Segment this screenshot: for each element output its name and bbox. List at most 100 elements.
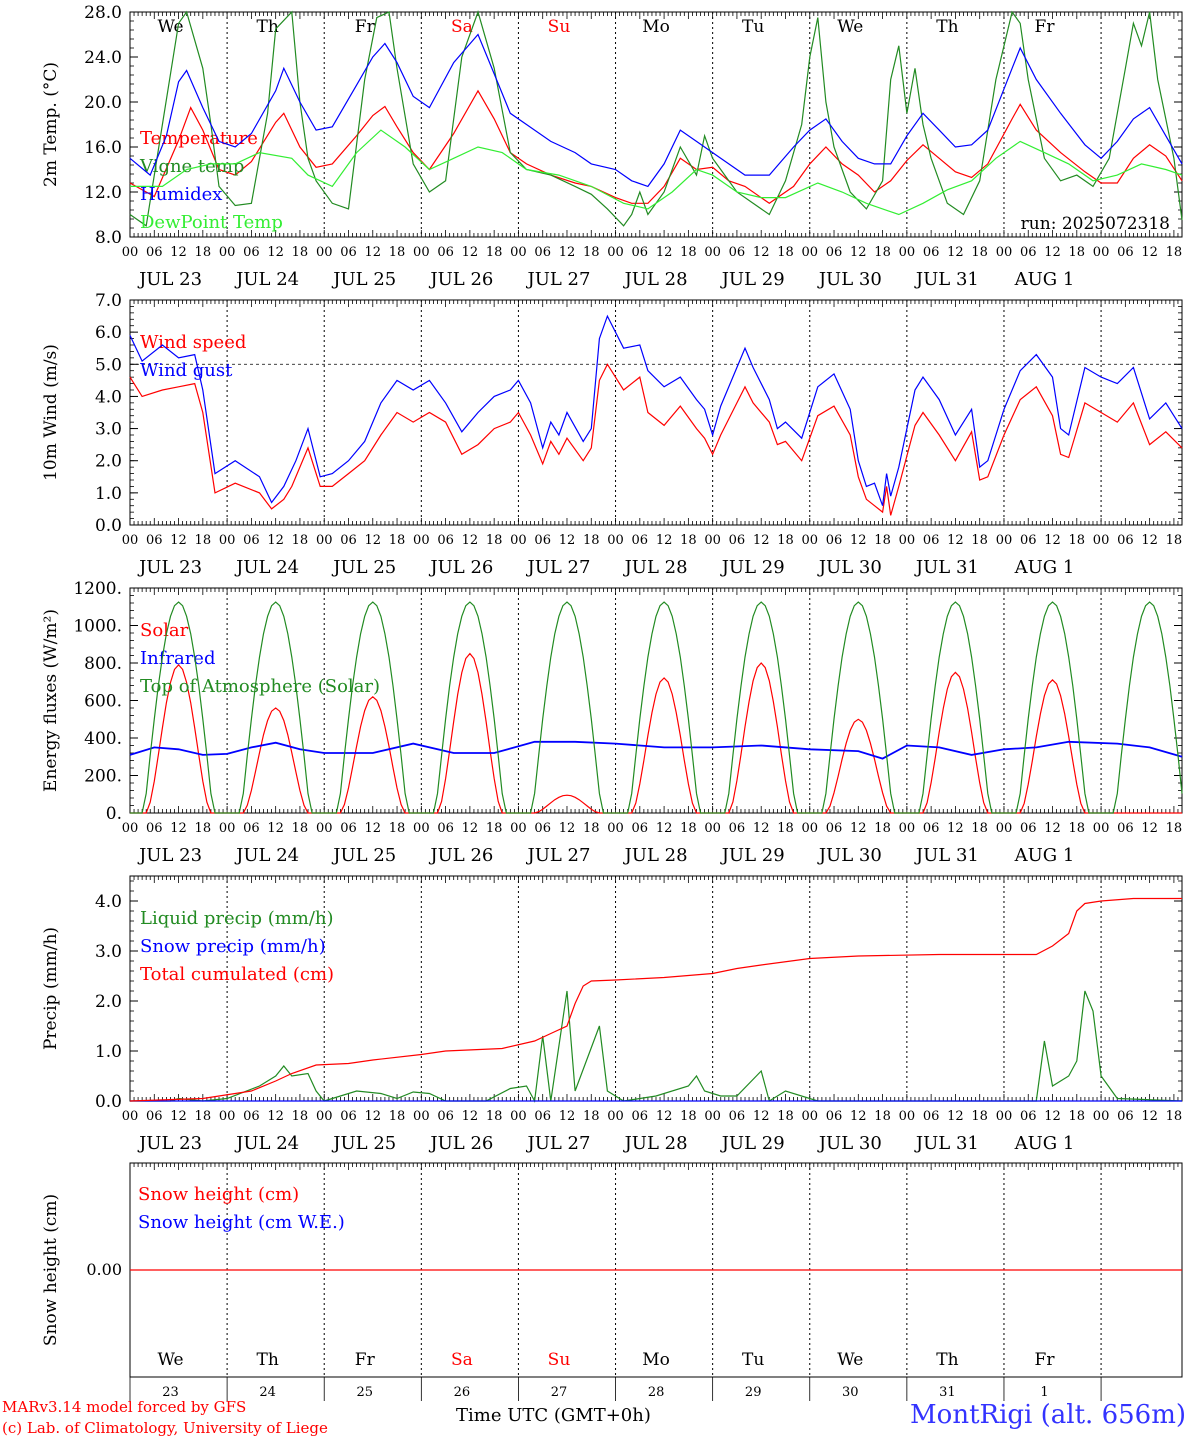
y-tick-label: 0.0 <box>95 1092 122 1112</box>
hour-label: 00 <box>704 821 721 836</box>
hour-label: 18 <box>777 821 794 836</box>
date-label: JUL 28 <box>623 845 688 866</box>
date-label: JUL 25 <box>331 269 396 290</box>
hour-label: 18 <box>1069 533 1086 548</box>
hour-label: 18 <box>195 1109 212 1124</box>
hour-label: 06 <box>729 533 746 548</box>
weekday-label: Mo <box>642 17 670 37</box>
weekday-label: Th <box>936 17 958 37</box>
hour-label: 12 <box>170 1109 187 1124</box>
hour-label: 12 <box>1141 1109 1158 1124</box>
hour-label: 06 <box>1117 245 1134 260</box>
date-label: JUL 24 <box>234 845 299 866</box>
hour-label: 12 <box>1044 533 1061 548</box>
hour-label: 06 <box>632 533 649 548</box>
y-tick-label: 200. <box>84 767 122 787</box>
series-line-temperature <box>129 89 1183 205</box>
hour-label: 18 <box>389 1109 406 1124</box>
hour-label: 18 <box>583 1109 600 1124</box>
hour-label: 12 <box>1044 245 1061 260</box>
y-tick-label: 5.0 <box>95 355 122 375</box>
hour-label: 06 <box>243 821 260 836</box>
y-tick-label: 4.0 <box>95 892 122 912</box>
hour-label: 00 <box>122 1109 139 1124</box>
hour-label: 00 <box>316 1109 333 1124</box>
hour-label: 00 <box>219 533 236 548</box>
hour-label: 12 <box>267 533 284 548</box>
y-tick-label: 3.0 <box>95 942 122 962</box>
hour-label: 18 <box>874 245 891 260</box>
hour-label: 18 <box>971 821 988 836</box>
series-line-infrared <box>129 740 1183 760</box>
date-label: JUL 26 <box>428 557 493 578</box>
series-line-vigne-temp <box>129 10 1183 227</box>
y-tick-label: 1.0 <box>95 1042 122 1062</box>
energy-ylabel: Energy fluxes (W/m²) <box>41 609 61 792</box>
hour-label: 06 <box>340 821 357 836</box>
hour-label: 06 <box>146 1109 163 1124</box>
hour-label: 00 <box>413 533 430 548</box>
hour-label: 00 <box>996 821 1013 836</box>
hour-label: 06 <box>534 821 551 836</box>
hour-label: 00 <box>607 533 624 548</box>
date-label: JUL 31 <box>914 269 979 290</box>
date-label: JUL 25 <box>331 557 396 578</box>
hour-label: 06 <box>437 245 454 260</box>
hour-label: 12 <box>947 533 964 548</box>
hour-label: 06 <box>1117 1109 1134 1124</box>
hour-label: 12 <box>1044 1109 1061 1124</box>
hour-label: 18 <box>1166 245 1183 260</box>
hour-label: 18 <box>874 533 891 548</box>
hour-label: 00 <box>1093 821 1110 836</box>
hour-label: 18 <box>195 245 212 260</box>
lab-credit: (c) Lab. of Climatology, University of L… <box>2 1419 328 1437</box>
hour-label: 06 <box>437 821 454 836</box>
hour-label: 12 <box>267 245 284 260</box>
hour-label: 00 <box>413 245 430 260</box>
hour-label: 06 <box>729 1109 746 1124</box>
hour-label: 12 <box>656 1109 673 1124</box>
hour-label: 06 <box>437 1109 454 1124</box>
hour-label: 06 <box>632 1109 649 1124</box>
hour-label: 00 <box>704 245 721 260</box>
hour-label: 12 <box>170 533 187 548</box>
series-line-humidex <box>129 33 1183 188</box>
hour-label: 18 <box>486 533 503 548</box>
hour-label: 06 <box>340 1109 357 1124</box>
legend-total-cumulated-cm-: Total cumulated (cm) <box>140 964 334 985</box>
hour-label: 00 <box>607 245 624 260</box>
hour-label: 12 <box>656 821 673 836</box>
hour-label: 12 <box>947 245 964 260</box>
series-line-dewpoint-temp <box>130 129 1183 216</box>
series-line-liquid-precip-mm-h- <box>130 990 1183 1103</box>
series-line-wind-speed <box>129 363 1183 516</box>
hour-label: 00 <box>316 821 333 836</box>
hour-label: 00 <box>316 533 333 548</box>
hour-label: 12 <box>364 533 381 548</box>
hour-label: 00 <box>219 1109 236 1124</box>
date-label: JUL 30 <box>817 845 882 866</box>
hour-label: 18 <box>971 245 988 260</box>
hour-label: 18 <box>389 245 406 260</box>
y-tick-label: 12.0 <box>84 183 122 203</box>
hour-label: 00 <box>413 821 430 836</box>
date-label: JUL 29 <box>720 269 785 290</box>
date-label: JUL 28 <box>623 557 688 578</box>
hour-label: 12 <box>1044 821 1061 836</box>
hour-label: 06 <box>1020 245 1037 260</box>
hour-label: 06 <box>1117 821 1134 836</box>
hour-label: 18 <box>486 1109 503 1124</box>
weekday-label: Tu <box>742 1350 764 1370</box>
series-line-wind-gust <box>129 314 1183 506</box>
y-tick-label: 7.0 <box>95 291 122 311</box>
hour-label: 18 <box>874 1109 891 1124</box>
y-tick-label: 1200. <box>73 579 122 599</box>
hour-label: 00 <box>1093 245 1110 260</box>
hour-label: 12 <box>364 821 381 836</box>
date-label: JUL 29 <box>720 845 785 866</box>
hour-label: 12 <box>947 1109 964 1124</box>
hour-label: 18 <box>583 245 600 260</box>
hour-label: 00 <box>801 821 818 836</box>
hour-label: 00 <box>607 1109 624 1124</box>
hour-label: 18 <box>1166 821 1183 836</box>
